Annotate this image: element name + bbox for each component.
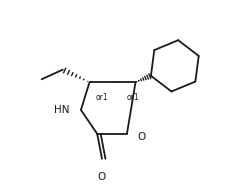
Text: or1: or1 [127,93,140,102]
Text: HN: HN [54,105,70,115]
Text: or1: or1 [95,93,108,102]
Text: O: O [97,172,105,182]
Text: O: O [138,132,146,142]
